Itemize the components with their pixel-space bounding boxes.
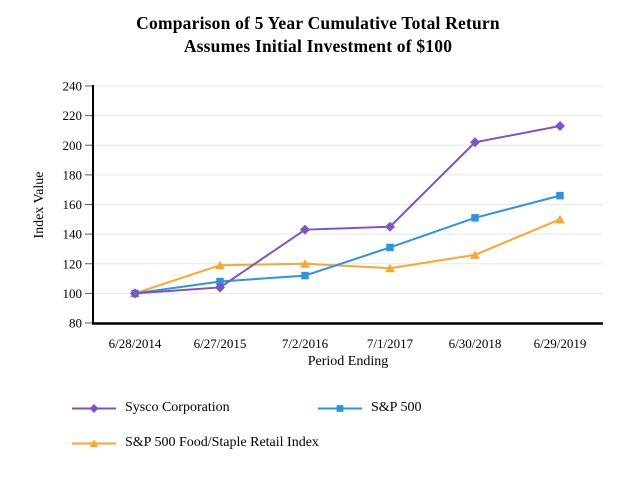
series-marker	[300, 259, 310, 268]
series-marker	[215, 282, 225, 293]
legend-item-sp500-food-staple-retail-index: S&P 500 Food/Staple Retail Index	[72, 433, 319, 453]
legend-sample-diamond-icon	[72, 402, 116, 415]
series-line	[134, 194, 561, 295]
series-marker	[470, 137, 480, 148]
y-tick-label: 160	[63, 197, 83, 212]
x-tick-label: 6/28/2014	[109, 336, 162, 351]
x-tick-label: 6/30/2018	[449, 336, 502, 351]
x-tick-label: 6/29/2019	[534, 336, 587, 351]
chart-title: Comparison of 5 Year Cumulative Total Re…	[0, 12, 636, 58]
series-marker	[216, 277, 224, 286]
y-tick-label: 220	[63, 108, 83, 123]
series-marker	[130, 288, 140, 299]
series-marker	[300, 224, 310, 235]
series-marker	[215, 260, 225, 270]
legend-item-sp500: S&P 500	[318, 398, 421, 418]
legend-label: S&P 500	[371, 400, 422, 415]
series-line	[134, 125, 561, 295]
chart-title-line1: Comparison of 5 Year Cumulative Total Re…	[136, 13, 500, 33]
series-line	[134, 218, 561, 295]
series-marker	[385, 221, 395, 232]
y-tick-label: 140	[63, 227, 83, 242]
legend-sample-triangle-icon	[72, 437, 116, 450]
x-axis-title: Period Ending	[307, 354, 389, 369]
series-marker	[471, 214, 479, 222]
y-tick-label: 200	[63, 138, 83, 153]
x-tick-label: 7/2/2016	[282, 336, 329, 351]
legend-sample-square-icon	[318, 402, 362, 415]
y-tick-label: 80	[69, 316, 82, 331]
x-tick-label: 7/1/2017	[367, 336, 414, 351]
y-tick-label: 240	[63, 79, 83, 94]
y-tick-label: 120	[63, 256, 83, 271]
legend-item-sysco-corporation: Sysco Corporation	[72, 398, 230, 418]
legend-label: Sysco Corporation	[125, 400, 230, 415]
legend-label: S&P 500 Food/Staple Retail Index	[125, 435, 319, 450]
series-marker	[385, 263, 395, 273]
series-marker	[555, 214, 565, 224]
plot-area: 80 100 120 140 160 180 200 220 240 6/28/2014 6/27/…	[63, 79, 603, 351]
series-marker	[470, 250, 480, 259]
x-tick-label: 6/27/2015	[194, 336, 247, 351]
y-tick-label: 180	[63, 167, 83, 182]
series-marker	[386, 243, 394, 252]
series-marker	[555, 120, 565, 131]
y-tick-label: 100	[63, 286, 83, 301]
series-marker	[556, 191, 564, 200]
chart-title-line2: Assumes Initial Investment of $100	[183, 36, 453, 56]
series-marker	[301, 271, 309, 280]
